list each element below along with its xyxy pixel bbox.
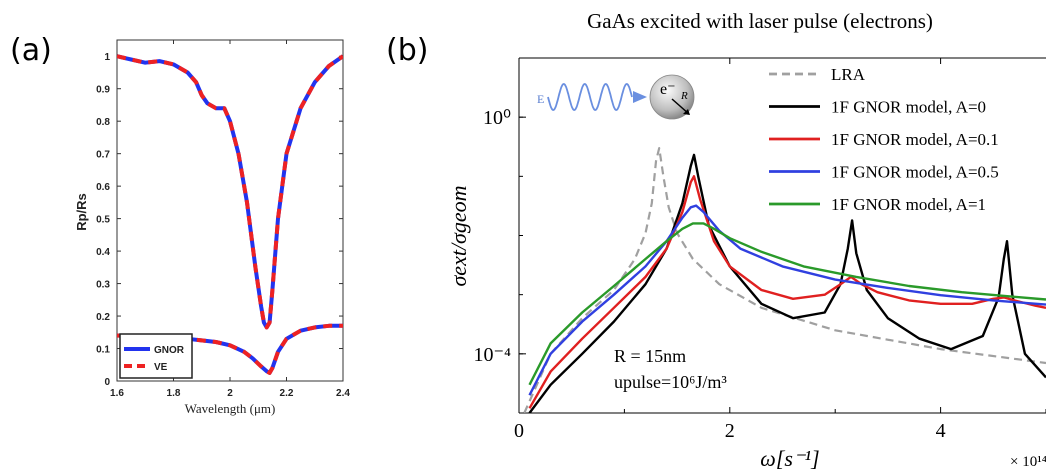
chart-a-lines — [117, 54, 343, 375]
chart-a-xtick-label: 2.2 — [280, 388, 294, 399]
chart-a-ytick-label: 0 — [104, 377, 110, 388]
chart-a-series-gnor-curve-1 — [117, 54, 343, 330]
chart-b-inset: E e⁻ R — [537, 74, 695, 120]
inset-arrow-icon — [633, 91, 647, 103]
chart-a-ytick-label: 0.2 — [96, 312, 110, 323]
chart-a-ytick-label: 0.6 — [96, 182, 110, 193]
chart-b-series-3 — [528, 204, 1046, 396]
chart-b-legend: LRA 1F GNOR model, A=0 1F GNOR model, A=0.… — [769, 65, 999, 214]
chart-a-xlabel: Wavelength (μm) — [185, 401, 276, 416]
chart-a-ytick-label: 0.1 — [96, 345, 110, 356]
inset-particle-label: e⁻ — [660, 81, 676, 98]
chart-b-xtick-label: 2 — [725, 420, 735, 442]
chart-a-ytick-label: 0.7 — [96, 150, 110, 161]
inset-field-label: E — [537, 92, 544, 106]
chart-a-legend: GNOR VE — [119, 333, 193, 379]
chart-b-series-0 — [523, 147, 1046, 413]
panel-b-label: (b) — [386, 33, 428, 68]
chart-a-series-ve-curve-1 — [117, 54, 343, 330]
chart-b: GaAs excited with laser pulse (electrons… — [446, 9, 1046, 470]
chart-a-ylabel: Rp/Rs — [74, 193, 89, 231]
chart-a-xtick-label: 1.8 — [167, 388, 181, 399]
chart-b-title: GaAs excited with laser pulse (electrons… — [587, 9, 933, 33]
chart-a-ytick-label: 0.3 — [96, 280, 110, 291]
chart-b-legend-label-3: 1F GNOR model, A=0.5 — [831, 163, 999, 182]
chart-a: 1.6 1.8 2 2.2 2.4 0 0.1 0.2 0.3 0.4 0.5 0.6 0.7 0.8 0.… — [74, 39, 350, 416]
chart-b-xtick-label: 0 — [514, 420, 524, 442]
chart-b-ylabel: σext/σgeom — [446, 185, 471, 286]
chart-a-xtick-label: 1.6 — [110, 388, 124, 399]
chart-b-legend-label-2: 1F GNOR model, A=0.1 — [831, 130, 999, 149]
chart-b-series-1 — [528, 153, 1046, 413]
chart-a-ticks: 1.6 1.8 2 2.2 2.4 0 0.1 0.2 0.3 0.4 0.5 0.6 0.7 0.8 0.… — [96, 40, 350, 399]
chart-b-xtick-label: 4 — [936, 420, 946, 442]
chart-b-ytick-label: 10⁰ — [483, 107, 511, 129]
chart-b-ytick-label: 10⁻⁴ — [473, 344, 511, 366]
chart-b-legend-label-4: 1F GNOR model, A=1 — [831, 195, 986, 214]
inset-radius-label: R — [680, 90, 688, 102]
chart-b-series-4 — [528, 222, 1046, 386]
chart-a-legend-label-ve: VE — [154, 362, 168, 373]
chart-a-ytick-label: 1 — [104, 52, 110, 63]
chart-b-annotation-energy: upulse=10⁶J/m³ — [614, 372, 727, 392]
chart-a-ytick-label: 0.8 — [96, 117, 110, 128]
chart-b-legend-label-0: LRA — [831, 65, 866, 84]
chart-b-lines — [523, 147, 1046, 413]
chart-a-xtick-label: 2 — [227, 388, 233, 399]
chart-a-legend-box — [119, 333, 193, 379]
chart-a-ytick-label: 0.5 — [96, 215, 110, 226]
chart-a-ytick-label: 0.4 — [96, 247, 110, 258]
inset-radius-arrowhead — [683, 109, 690, 115]
chart-b-legend-label-1: 1F GNOR model, A=0 — [831, 98, 986, 117]
panel-a-label: (a) — [10, 33, 52, 68]
chart-a-legend-label-gnor: GNOR — [154, 345, 185, 356]
chart-b-xlabel: ω[s⁻¹] — [760, 446, 819, 470]
chart-a-ytick-label: 0.9 — [96, 85, 110, 96]
chart-b-ticks: 0 2 4 10⁻⁴ 10⁰ — [473, 57, 1046, 442]
chart-b-x-multiplier: × 10¹⁴ — [1010, 454, 1046, 470]
inset-wave-icon — [547, 83, 633, 111]
chart-b-annotation-radius: R = 15nm — [614, 346, 686, 366]
chart-a-xtick-label: 2.4 — [336, 388, 350, 399]
